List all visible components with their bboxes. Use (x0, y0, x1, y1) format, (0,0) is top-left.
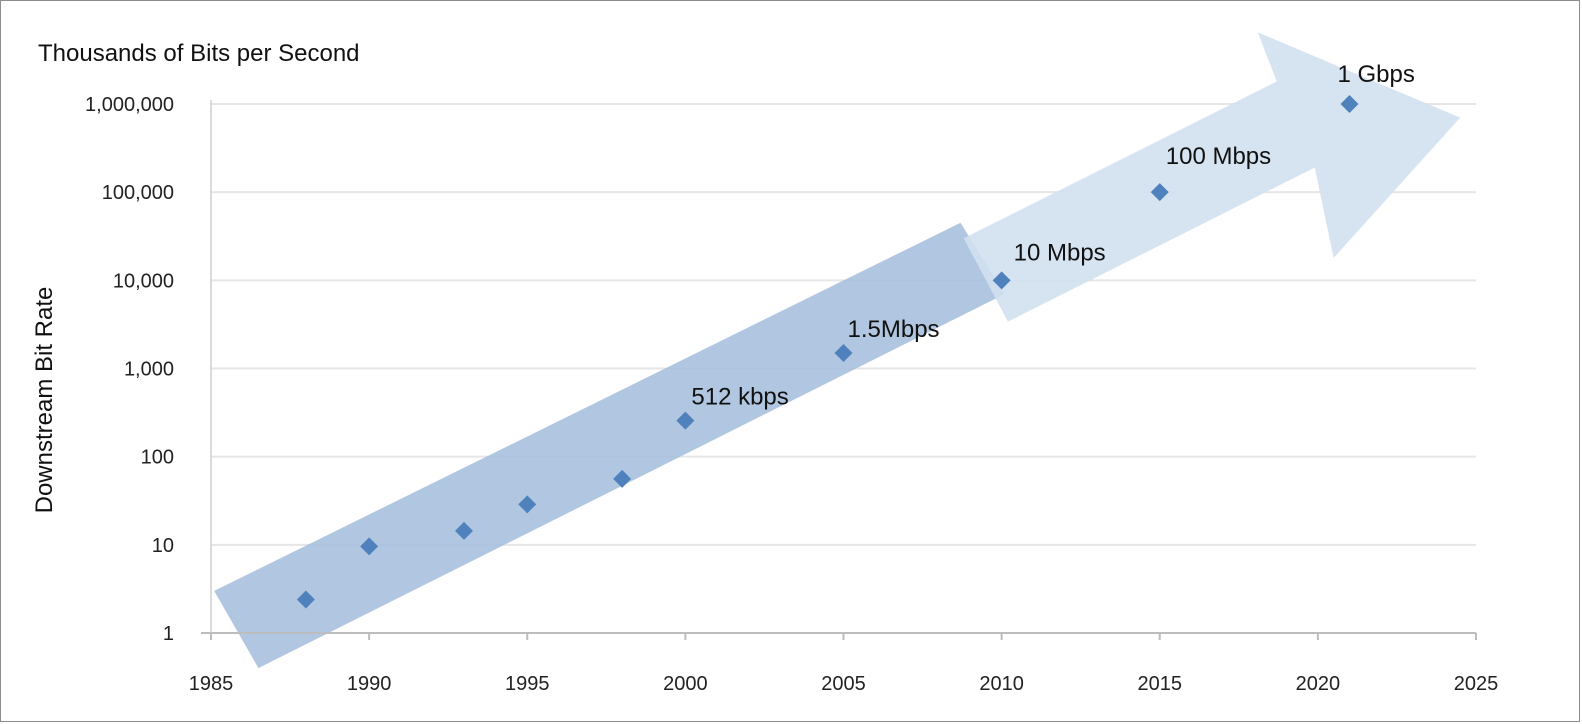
x-tick-label: 2025 (1454, 673, 1499, 695)
unit-label: Thousands of Bits per Second (38, 40, 360, 67)
y-tick-label: 10,000 (113, 270, 174, 292)
y-tick-label: 1 (163, 623, 174, 645)
x-tick-label: 1985 (189, 673, 234, 695)
data-label: 100 Mbps (1166, 143, 1271, 170)
data-point (992, 271, 1011, 290)
x-tick-label: 1990 (347, 673, 392, 695)
x-tick-label: 2000 (663, 673, 708, 695)
data-point (296, 590, 315, 609)
data-point (1340, 95, 1359, 113)
x-tick-label: 2015 (1138, 673, 1183, 695)
x-tick-label: 1995 (505, 673, 550, 695)
trend-arrows (214, 32, 1461, 669)
x-tick-label: 2005 (821, 673, 866, 695)
data-point (518, 495, 537, 514)
y-tick-label: 1,000,000 (85, 94, 174, 116)
x-tick-label: 2020 (1296, 673, 1341, 695)
trend-arrow-upper (963, 32, 1461, 322)
y-axis-title: Downstream Bit Rate (31, 287, 58, 514)
data-point (676, 411, 695, 430)
data-labels: 512 kbps 1.5Mbps 10 Mbps 100 Mbps 1 Gbps (691, 61, 1415, 411)
data-point (455, 521, 473, 540)
data-label: 1.5Mbps (848, 316, 940, 343)
data-point (834, 343, 853, 362)
trend-arrow-lower (214, 222, 1005, 669)
data-label: 10 Mbps (1014, 239, 1106, 266)
y-tick-label: 1,000 (124, 359, 174, 381)
data-label: 512 kbps (691, 384, 788, 411)
data-point (613, 469, 632, 488)
data-points (296, 95, 1359, 609)
y-tick-label: 10 (152, 535, 174, 557)
data-label: 1 Gbps (1338, 61, 1415, 88)
axes: 1 10 100 1,000 10,000 100,000 1,000,000 1985 199… (85, 94, 1498, 695)
data-point (360, 537, 379, 556)
data-point (1150, 183, 1169, 202)
y-tick-label: 100 (141, 447, 174, 469)
x-tick-label: 2010 (979, 673, 1024, 695)
y-tick-label: 100,000 (102, 182, 174, 204)
